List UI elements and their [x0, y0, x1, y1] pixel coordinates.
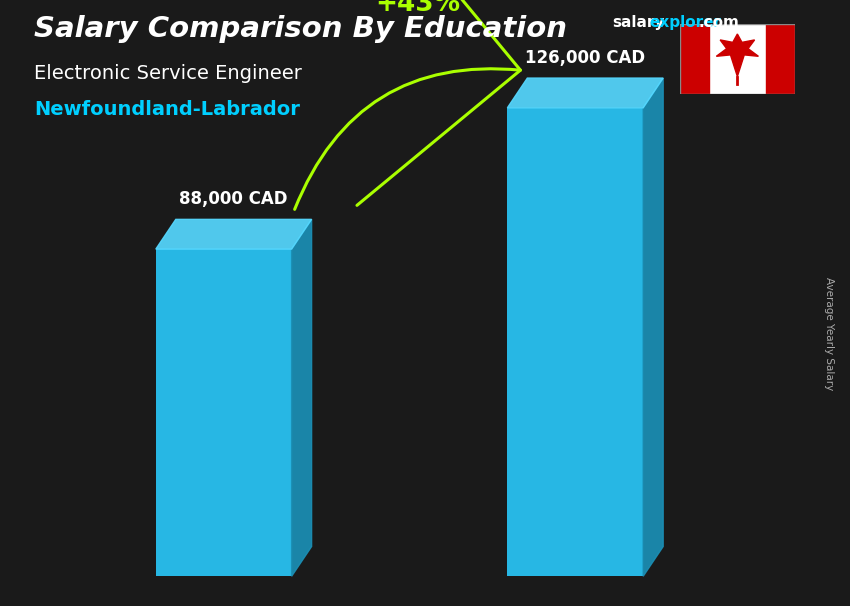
Text: Salary Comparison By Education: Salary Comparison By Education: [34, 15, 567, 43]
Text: Newfoundland-Labrador: Newfoundland-Labrador: [34, 100, 300, 119]
Bar: [680, 24, 709, 94]
Text: 126,000 CAD: 126,000 CAD: [525, 49, 645, 67]
Bar: [156, 249, 292, 576]
Text: .com: .com: [699, 15, 740, 30]
Text: 88,000 CAD: 88,000 CAD: [179, 190, 288, 208]
Text: +43%: +43%: [375, 0, 460, 17]
Polygon shape: [717, 34, 758, 76]
Bar: [507, 108, 643, 576]
Polygon shape: [643, 78, 663, 576]
Text: salary: salary: [612, 15, 665, 30]
Text: Average Yearly Salary: Average Yearly Salary: [824, 277, 834, 390]
Bar: [766, 24, 795, 94]
Polygon shape: [507, 78, 663, 108]
Polygon shape: [292, 219, 312, 576]
Text: Electronic Service Engineer: Electronic Service Engineer: [34, 64, 302, 82]
Text: explorer: explorer: [649, 15, 722, 30]
Bar: [709, 24, 766, 94]
Polygon shape: [156, 219, 312, 249]
FancyArrowPatch shape: [295, 0, 520, 209]
